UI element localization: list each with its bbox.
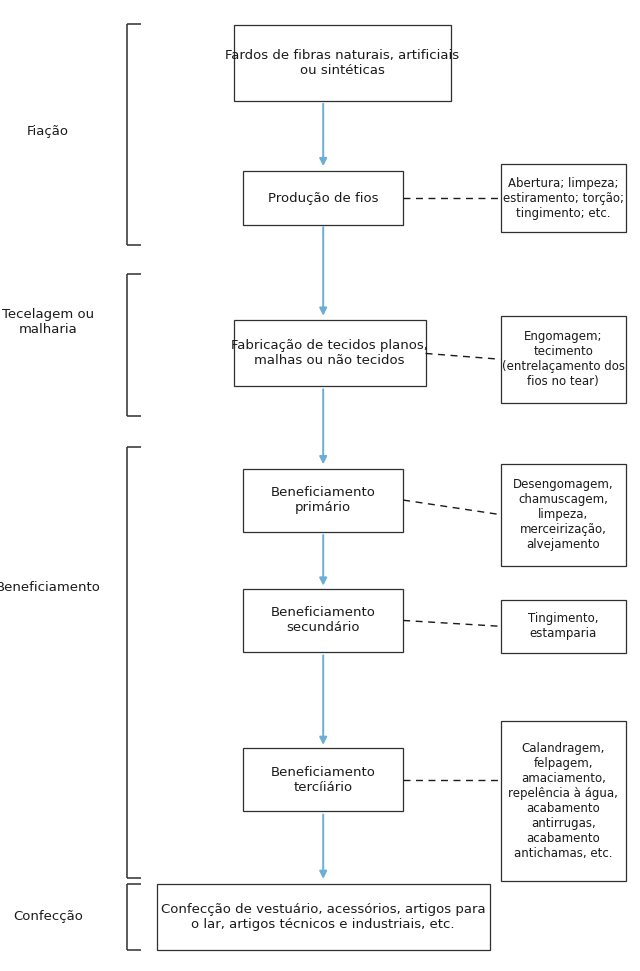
Bar <box>243 588 403 653</box>
Bar <box>500 720 626 882</box>
Bar <box>500 316 626 403</box>
Bar <box>243 748 403 811</box>
Text: Desengomagem,
chamuscagem,
limpeza,
merceirização,
alvejamento: Desengomagem, chamuscagem, limpeza, merc… <box>513 478 614 552</box>
Text: Fiação: Fiação <box>27 124 69 138</box>
Bar <box>500 164 626 232</box>
Text: Confecção: Confecção <box>13 910 83 923</box>
Text: Tecelagem ou
malharia: Tecelagem ou malharia <box>2 309 94 336</box>
Bar <box>234 320 426 386</box>
Text: Beneficiamento
tercíiário: Beneficiamento tercíiário <box>271 766 376 793</box>
Text: Fabricação de tecidos planos,
malhas ou não tecidos: Fabricação de tecidos planos, malhas ou … <box>231 340 428 367</box>
Text: Fardos de fibras naturais, artificiais
ou sintéticas: Fardos de fibras naturais, artificiais o… <box>225 50 460 77</box>
Bar <box>243 468 403 532</box>
Bar <box>243 171 403 224</box>
Text: Beneficiamento: Beneficiamento <box>0 581 100 594</box>
Bar <box>500 464 626 565</box>
Text: Engomagem;
tecimento
(entrelaçamento dos
fios no tear): Engomagem; tecimento (entrelaçamento dos… <box>502 330 625 388</box>
Text: Beneficiamento
secundário: Beneficiamento secundário <box>271 607 376 634</box>
Bar <box>500 599 626 653</box>
Text: Abertura; limpeza;
estiramento; torção;
tingimento; etc.: Abertura; limpeza; estiramento; torção; … <box>502 177 624 219</box>
Bar <box>157 884 490 950</box>
Text: Calandragem,
felpagem,
amaciamento,
repelência à água,
acabamento
antirrugas,
ac: Calandragem, felpagem, amaciamento, repe… <box>508 742 618 860</box>
Text: Confecção de vestuário, acessórios, artigos para
o lar, artigos técnicos e indus: Confecção de vestuário, acessórios, arti… <box>161 903 486 930</box>
Text: Beneficiamento
primário: Beneficiamento primário <box>271 486 376 514</box>
Bar <box>234 25 451 101</box>
Text: Tingimento,
estamparia: Tingimento, estamparia <box>528 613 598 640</box>
Text: Produção de fios: Produção de fios <box>268 191 378 205</box>
